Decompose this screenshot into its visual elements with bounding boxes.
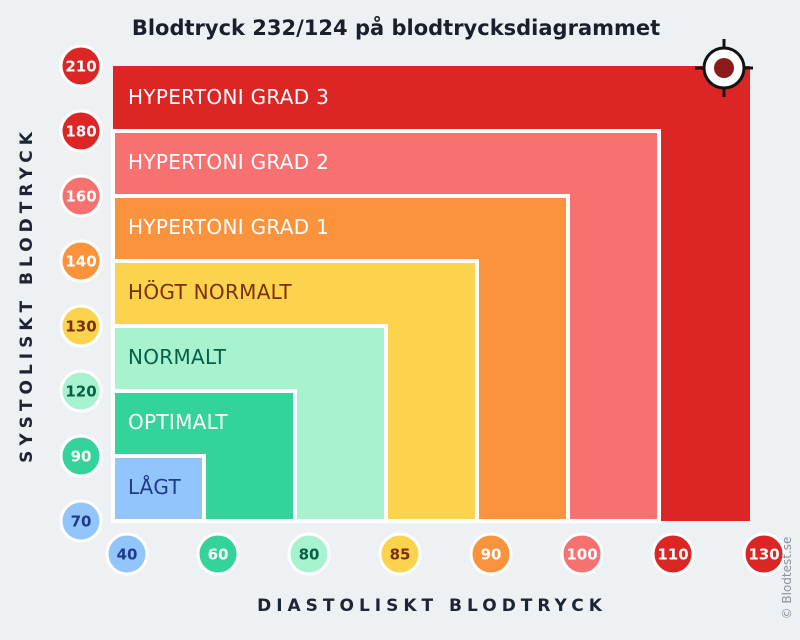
y-tick-label: 210 (65, 58, 96, 76)
y-axis-ticks: 70 90 120 130 140 160 180 210 (59, 44, 103, 543)
x-tick-label: 100 (566, 546, 597, 564)
y-tick-label: 160 (65, 188, 96, 206)
x-tick-circle (378, 532, 422, 576)
zones-layer: HYPERTONI GRAD 3 HYPERTONI GRAD 2 HYPERTON… (111, 66, 750, 523)
x-tick-circle (742, 532, 786, 576)
x-axis-ticks: 40 60 80 85 90 100 110 130 (105, 532, 786, 576)
x-tick-circle (105, 532, 149, 576)
zone-label: OPTIMALT (128, 410, 228, 434)
y-tick-circle (59, 109, 103, 153)
credit-text: © Blodtest.se (780, 537, 794, 620)
x-axis-title: DIASTOLISKT BLODTRYCK (257, 596, 607, 616)
x-tick-label: 110 (657, 546, 688, 564)
zone-label: HYPERTONI GRAD 1 (128, 215, 329, 239)
x-tick-label: 90 (481, 546, 502, 564)
target-icon (714, 58, 734, 78)
zone-label: HYPERTONI GRAD 3 (128, 85, 329, 109)
y-tick-circle (59, 434, 103, 478)
x-tick-circle (560, 532, 604, 576)
y-tick-label: 70 (71, 513, 92, 531)
y-tick-circle (59, 499, 103, 543)
chart-title: Blodtryck 232/124 på blodtrycksdiagramme… (132, 15, 660, 40)
zone-label: NORMALT (128, 345, 227, 369)
x-tick-circle (196, 532, 240, 576)
x-tick-circle (651, 532, 695, 576)
y-tick-label: 140 (65, 253, 96, 271)
y-tick-circle (59, 174, 103, 218)
x-tick-label: 85 (390, 546, 411, 564)
y-tick-label: 180 (65, 123, 96, 141)
y-tick-circle (59, 239, 103, 283)
zone-label: HÖGT NORMALT (128, 280, 292, 304)
x-tick-circle (287, 532, 331, 576)
zone-label: LÅGT (128, 475, 182, 499)
y-tick-label: 130 (65, 318, 96, 336)
target-marker (695, 39, 753, 97)
x-tick-label: 40 (117, 546, 138, 564)
x-tick-label: 80 (299, 546, 320, 564)
y-tick-circle (59, 369, 103, 413)
y-tick-label: 120 (65, 383, 96, 401)
x-tick-circle (469, 532, 513, 576)
y-tick-circle (59, 304, 103, 348)
y-tick-circle (59, 44, 103, 88)
zone-lågt (111, 454, 206, 523)
y-tick-label: 90 (71, 448, 92, 466)
y-axis-title: SYSTOLISKT BLODTRYCK (17, 127, 37, 463)
x-tick-label: 60 (208, 546, 229, 564)
x-tick-label: 130 (748, 546, 779, 564)
zone-label: HYPERTONI GRAD 2 (128, 150, 329, 174)
